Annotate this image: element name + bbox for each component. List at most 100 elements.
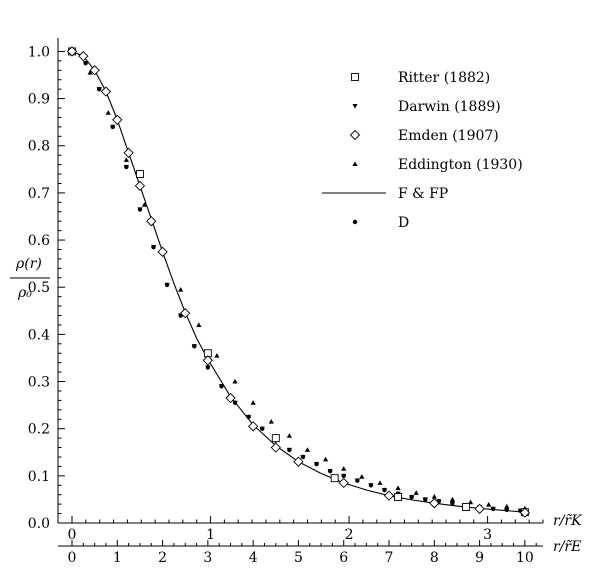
- data-point-emden-1907: [338, 477, 349, 489]
- legend-marker: [349, 129, 361, 141]
- series-eddington-1930: [69, 48, 528, 511]
- data-point-d: [192, 343, 197, 349]
- x-axis-top: 0 1 2 3: [58, 516, 544, 543]
- data-point-emden-1907: [66, 46, 78, 57]
- data-point-eddington-1930: [178, 286, 184, 292]
- data-point-d: [327, 468, 333, 474]
- y-tick-label: 0.6: [28, 233, 50, 249]
- legend-item-darwin-1889: Darwin (1889): [352, 99, 501, 115]
- data-point-ritter-1882: [271, 434, 280, 443]
- legend-item-d: D: [352, 215, 409, 231]
- series-f-fp: [71, 50, 525, 513]
- series-d: [69, 49, 523, 513]
- data-point-emden-1907: [134, 180, 146, 191]
- legend-marker: [352, 104, 358, 109]
- x-bottom-tick-label: 4: [249, 550, 258, 566]
- x-bottom-tick-label: 10: [516, 550, 534, 566]
- legend-marker: [352, 161, 358, 166]
- y-tick-label: 1.0: [28, 44, 50, 60]
- data-point-eddington-1930: [341, 466, 347, 471]
- x-bottom-tick-label: 9: [475, 550, 484, 566]
- data-point-eddington-1930: [268, 419, 274, 424]
- data-point-d: [83, 61, 88, 66]
- y-tick-label: 0.7: [28, 186, 50, 202]
- y-tick-label: 0.1: [28, 469, 50, 485]
- x-bottom-tick-label: 5: [294, 550, 303, 566]
- data-point-eddington-1930: [196, 322, 202, 327]
- y-tick-label: 0.5: [28, 280, 50, 296]
- data-point-emden-1907: [429, 498, 440, 509]
- legend-item-f-fp: F & FP: [322, 186, 448, 202]
- y-tick-label: 0.4: [28, 327, 50, 343]
- data-point-d: [423, 497, 428, 502]
- y-tick-label: 0.0: [28, 516, 50, 532]
- data-point-eddington-1930: [232, 378, 238, 384]
- data-point-emden-1907: [519, 507, 531, 518]
- x-bottom-tick-label: 8: [430, 550, 439, 566]
- data-point-d: [300, 454, 306, 460]
- data-point-eddington-1930: [413, 490, 419, 495]
- data-point-emden-1907: [270, 442, 281, 453]
- data-point-d: [124, 164, 129, 170]
- data-point-d: [450, 500, 455, 506]
- data-point-eddington-1930: [105, 110, 111, 115]
- legend-label: Ritter (1882): [398, 70, 490, 86]
- data-point-d: [341, 473, 346, 479]
- x-top-tick-label: 3: [483, 527, 492, 543]
- data-point-eddington-1930: [123, 157, 129, 162]
- data-point-ritter-1882: [135, 170, 144, 178]
- legend-item-ritter-1882: Ritter (1882): [351, 70, 490, 86]
- data-point-emden-1907: [89, 65, 100, 76]
- x-bottom-tick-label: 2: [158, 550, 167, 566]
- data-point-emden-1907: [202, 355, 214, 366]
- data-point-d: [490, 506, 496, 512]
- legend-label: Emden (1907): [398, 128, 499, 144]
- data-point-emden-1907: [225, 392, 236, 404]
- data-point-emden-1907: [180, 308, 191, 319]
- y-axis-title-denominator: ρ₀: [17, 285, 32, 301]
- data-point-eddington-1930: [431, 493, 437, 499]
- y-tick-label: 0.3: [28, 375, 50, 391]
- x-top-tick-label: 2: [345, 527, 354, 543]
- legend-item-eddington-1930: Eddington (1930): [352, 157, 523, 173]
- data-point-d: [409, 494, 414, 500]
- data-point-emden-1907: [123, 147, 134, 158]
- data-point-d: [96, 86, 102, 92]
- data-point-emden-1907: [248, 421, 259, 432]
- data-point-d: [219, 384, 224, 389]
- data-point-d: [205, 365, 211, 370]
- y-axis: 0.0 0.1 0.2 0.3 0.4 0.5 0.6 0.7 0.8 0.9 1.0: [28, 38, 65, 532]
- series-ritter-1882: [68, 47, 529, 517]
- data-point-emden-1907: [78, 51, 89, 62]
- series-darwin-1889: [69, 49, 523, 514]
- y-tick-label: 0.2: [28, 422, 50, 438]
- y-tick-label: 0.8: [28, 139, 50, 155]
- data-point-ritter-1882: [394, 493, 403, 502]
- data-point-eddington-1930: [377, 480, 383, 485]
- series-emden-1907: [66, 46, 531, 518]
- data-point-eddington-1930: [449, 496, 456, 502]
- x-bottom-tick-label: 6: [339, 550, 348, 566]
- data-point-d: [137, 207, 143, 212]
- data-point-eddington-1930: [250, 400, 256, 405]
- x-top-tick-label: 1: [206, 527, 215, 543]
- legend-item-emden-1907: Emden (1907): [349, 128, 499, 144]
- data-point-eddington-1930: [87, 70, 93, 75]
- x-bottom-tick-label: 0: [68, 550, 77, 566]
- x-axis-bottom: 0 1 2 3 4 5 6 7 8 9 10: [58, 540, 543, 566]
- legend-marker: [351, 73, 359, 81]
- data-point-emden-1907: [112, 114, 123, 125]
- data-point-eddington-1930: [504, 503, 510, 509]
- data-point-d: [232, 400, 238, 405]
- data-point-emden-1907: [383, 490, 395, 501]
- x-top-tick-label: 0: [68, 527, 77, 543]
- data-point-ritter-1882: [330, 474, 339, 483]
- data-point-eddington-1930: [304, 447, 311, 452]
- data-point-eddington-1930: [486, 502, 492, 507]
- series-line-f-fp: [71, 50, 525, 513]
- y-axis-title: ρ(r) ρ₀: [10, 256, 50, 301]
- y-tick-label: 0.9: [28, 92, 50, 108]
- data-point-eddington-1930: [214, 352, 220, 358]
- data-point-eddington-1930: [323, 456, 329, 462]
